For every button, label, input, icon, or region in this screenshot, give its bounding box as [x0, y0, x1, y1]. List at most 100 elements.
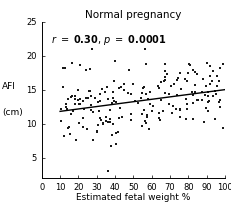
Point — [192, 84, 196, 87]
Point — [133, 99, 137, 103]
Point — [114, 101, 118, 104]
Point — [111, 99, 115, 102]
Point — [95, 129, 99, 133]
Point — [199, 99, 203, 102]
Point — [214, 84, 218, 88]
Point — [213, 92, 216, 96]
Point — [201, 120, 205, 123]
Point — [149, 109, 153, 112]
Point — [62, 135, 66, 138]
Point — [63, 66, 67, 69]
Point — [207, 75, 211, 78]
Point — [73, 97, 76, 101]
Point — [214, 74, 218, 78]
Point — [217, 67, 221, 70]
Point — [68, 95, 72, 99]
Point — [220, 126, 224, 130]
Point — [212, 90, 216, 93]
Point — [205, 61, 208, 64]
Title: Normal pregnancy: Normal pregnancy — [85, 10, 181, 20]
Point — [87, 90, 90, 93]
Point — [167, 92, 170, 95]
Point — [67, 133, 71, 136]
Point — [174, 78, 178, 82]
Point — [209, 79, 213, 83]
Point — [211, 95, 214, 98]
Point — [210, 70, 213, 73]
Point — [122, 82, 125, 85]
Point — [162, 63, 166, 66]
Point — [173, 107, 177, 110]
Point — [108, 120, 112, 124]
Point — [65, 97, 69, 100]
Point — [190, 101, 194, 105]
Point — [145, 115, 149, 118]
Point — [59, 107, 63, 111]
Point — [158, 118, 161, 122]
Point — [200, 90, 204, 93]
Point — [182, 77, 186, 81]
Point — [71, 109, 74, 113]
Point — [77, 103, 81, 106]
Point — [162, 91, 166, 95]
Point — [220, 62, 224, 66]
Point — [128, 92, 132, 95]
Point — [183, 97, 187, 101]
Point — [142, 85, 146, 89]
Point — [202, 94, 206, 97]
Point — [118, 106, 122, 109]
Point — [178, 71, 181, 75]
Point — [143, 47, 146, 51]
Point — [142, 119, 146, 122]
Point — [205, 100, 209, 104]
Point — [65, 107, 68, 110]
Point — [82, 107, 85, 110]
Point — [114, 132, 117, 135]
Point — [140, 92, 143, 95]
Point — [147, 103, 151, 106]
Point — [97, 92, 101, 95]
Point — [105, 85, 109, 89]
Point — [162, 75, 166, 78]
Point — [78, 103, 82, 106]
Point — [98, 116, 101, 120]
Point — [162, 69, 166, 73]
Point — [169, 112, 173, 115]
Point — [205, 109, 209, 113]
Point — [76, 98, 80, 101]
Point — [115, 131, 119, 134]
Point — [88, 67, 92, 71]
X-axis label: Estimated fetal weight %: Estimated fetal weight % — [76, 193, 190, 202]
Point — [73, 103, 77, 106]
Point — [130, 83, 134, 86]
Point — [158, 80, 162, 83]
Text: $\it{r}$ $=$ $\bf{0.30}$, $\it{p}$ $=$ $\bf{0.0001}$: $\it{r}$ $=$ $\bf{0.30}$, $\it{p}$ $=$ $… — [51, 33, 166, 47]
Point — [76, 89, 79, 92]
Point — [150, 104, 154, 108]
Point — [190, 90, 193, 94]
Point — [118, 85, 122, 88]
Point — [204, 107, 207, 110]
Point — [70, 94, 74, 98]
Point — [185, 71, 189, 75]
Point — [216, 101, 220, 104]
Point — [174, 93, 178, 96]
Point — [192, 70, 196, 73]
Point — [128, 113, 132, 116]
Point — [106, 169, 109, 173]
Point — [110, 123, 114, 126]
Point — [111, 91, 115, 94]
Point — [81, 125, 84, 128]
Point — [127, 68, 130, 72]
Point — [212, 117, 216, 121]
Point — [81, 100, 85, 103]
Point — [140, 86, 144, 89]
Point — [129, 118, 133, 122]
Point — [166, 102, 170, 105]
Point — [207, 64, 211, 68]
Point — [163, 78, 166, 82]
Point — [59, 119, 63, 123]
Point — [109, 102, 113, 105]
Point — [107, 117, 111, 121]
Point — [91, 111, 94, 114]
